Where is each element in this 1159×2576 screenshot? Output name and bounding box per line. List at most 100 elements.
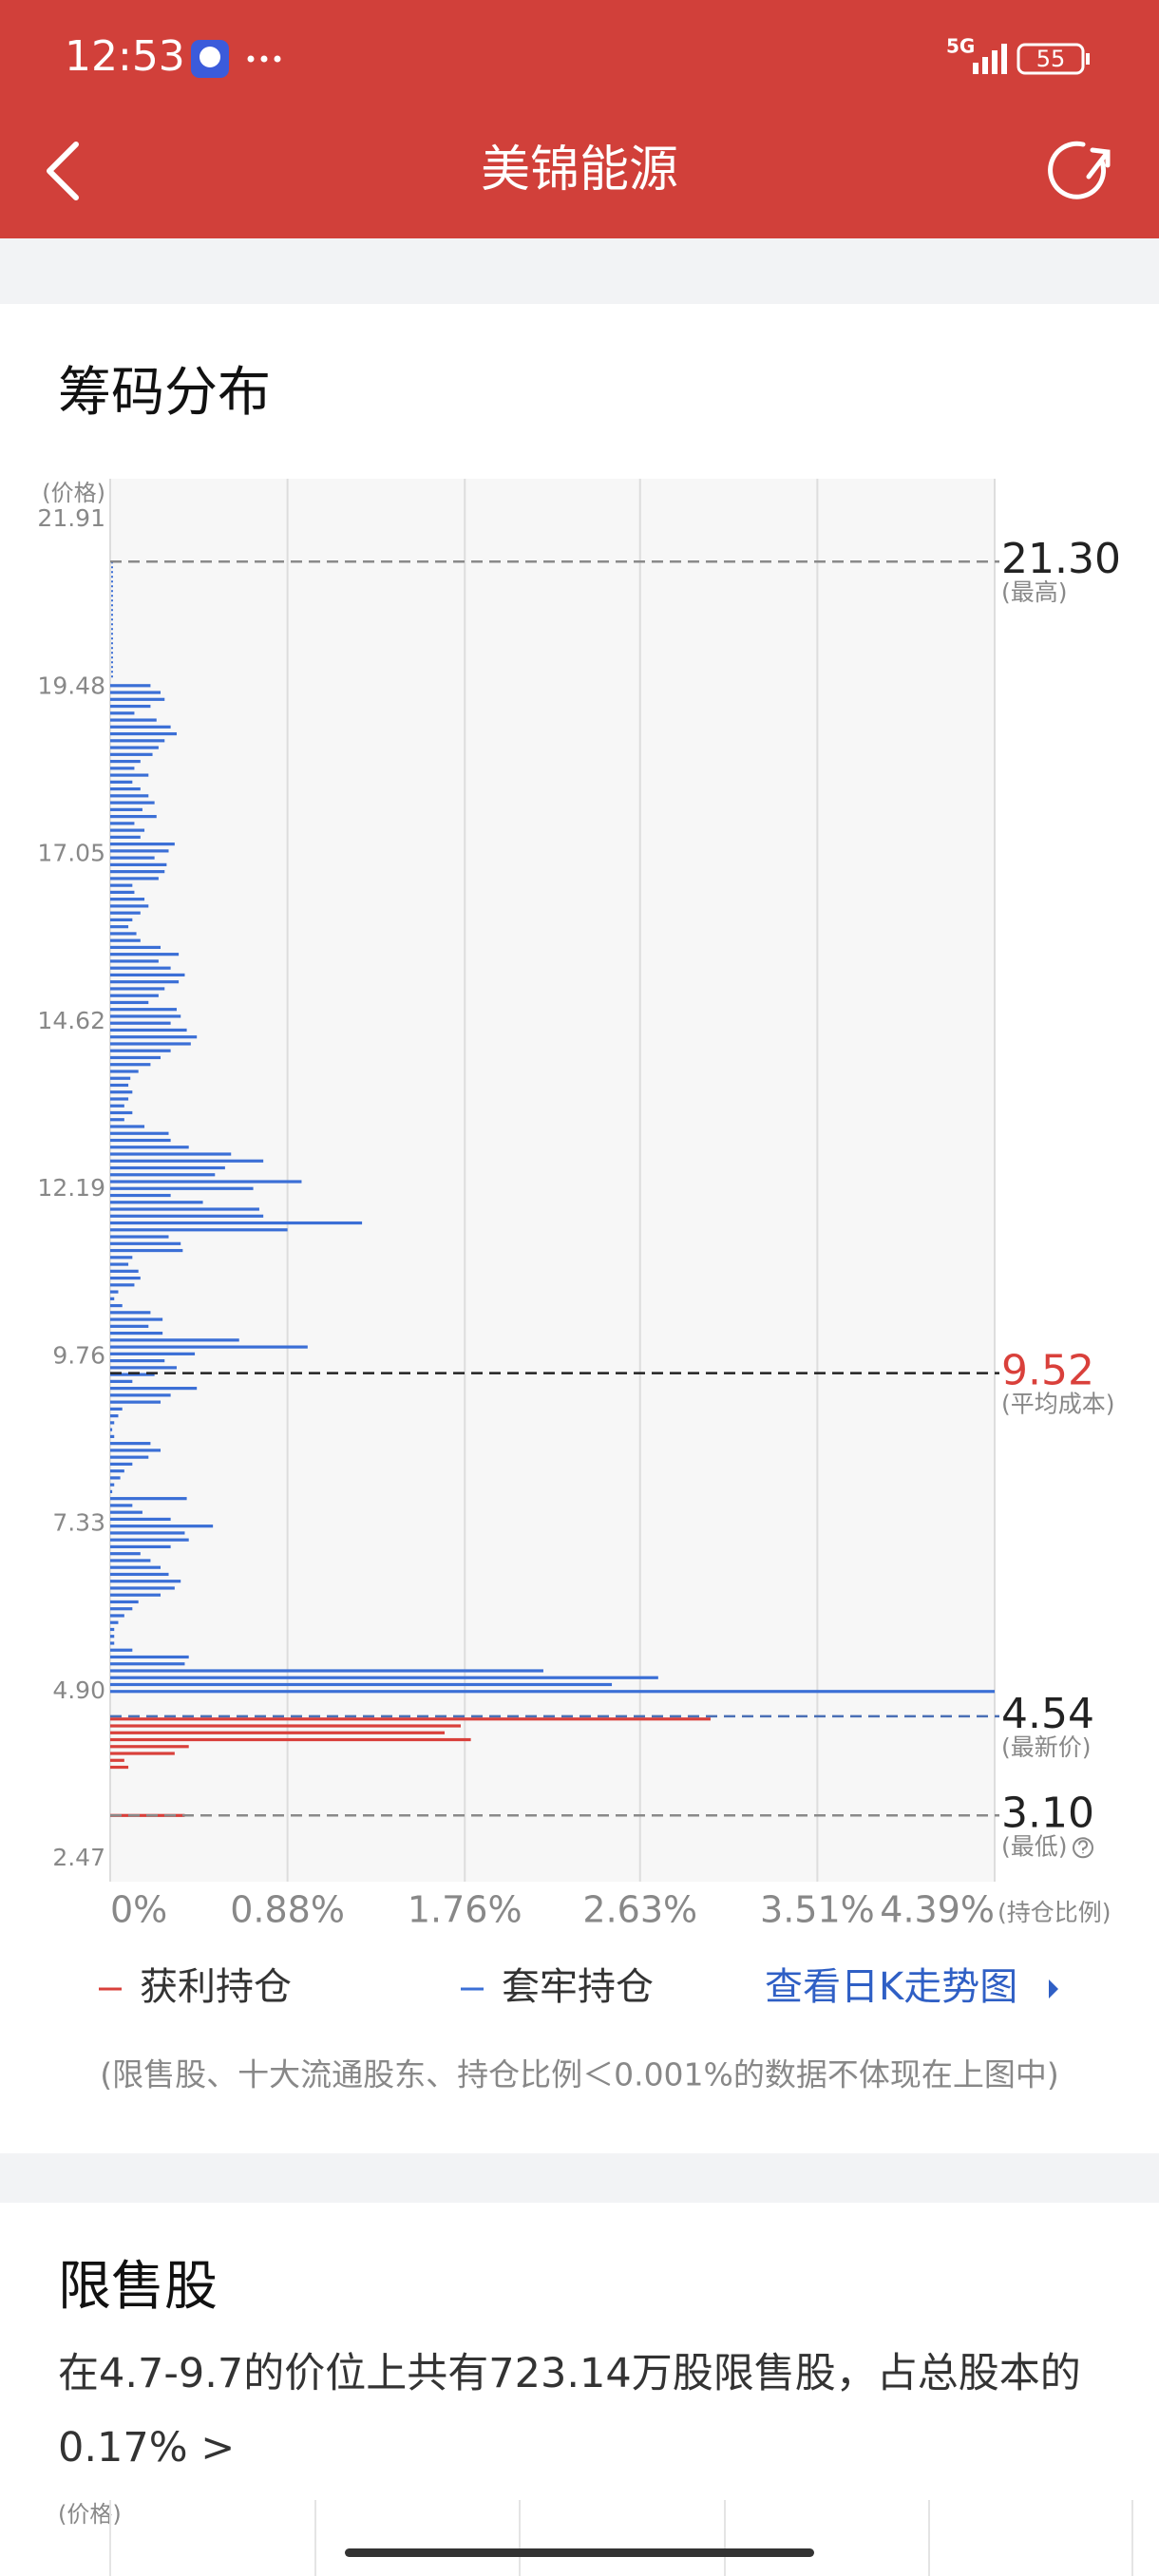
bar xyxy=(110,1593,162,1597)
bar xyxy=(110,773,149,777)
bar xyxy=(110,718,157,722)
bar xyxy=(110,980,180,984)
bar xyxy=(110,1338,239,1342)
bar xyxy=(110,1517,171,1522)
bar xyxy=(110,1682,613,1687)
bar xyxy=(110,849,169,853)
bar xyxy=(110,1352,196,1355)
bar xyxy=(110,746,159,749)
bar xyxy=(110,1241,181,1245)
bar xyxy=(110,1449,162,1452)
bar xyxy=(110,1379,133,1383)
bar xyxy=(110,739,165,743)
bar xyxy=(110,938,141,942)
back-button[interactable] xyxy=(47,142,79,200)
kline-link[interactable]: 查看日K走势图 xyxy=(765,1965,1017,2009)
bar xyxy=(110,828,145,832)
y-tick-label: 2.47 xyxy=(52,1844,105,1871)
bar xyxy=(110,1311,151,1315)
bar xyxy=(110,966,171,970)
bar xyxy=(110,1090,133,1094)
y-tick-label: 4.90 xyxy=(52,1676,105,1704)
bar xyxy=(110,767,135,770)
y-tick-label: 14.62 xyxy=(37,1007,105,1034)
bar xyxy=(110,1655,189,1659)
reference-note: (最新价) xyxy=(1001,1733,1092,1761)
bar xyxy=(110,1690,995,1694)
bar xyxy=(110,704,151,709)
bar xyxy=(110,1497,187,1501)
bar xyxy=(110,684,151,688)
bar xyxy=(110,1359,165,1363)
bar xyxy=(110,1063,151,1067)
y-axis-label: (价格) xyxy=(42,480,105,506)
reference-note: (最高) xyxy=(1001,578,1068,606)
bar xyxy=(110,835,141,839)
bar xyxy=(110,1627,115,1632)
bar xyxy=(110,1489,113,1494)
y-tick-label: 19.48 xyxy=(37,672,105,699)
bar xyxy=(110,1146,189,1149)
bar xyxy=(110,711,135,715)
bar xyxy=(110,1366,177,1370)
bar xyxy=(110,780,133,784)
bar xyxy=(110,1283,135,1287)
battery-level: 55 xyxy=(1036,46,1066,72)
bar xyxy=(110,1469,124,1473)
bar xyxy=(110,1028,187,1032)
top-bar xyxy=(0,0,1159,238)
bar xyxy=(110,1324,149,1328)
link-arrow xyxy=(1049,1979,1058,1998)
bar xyxy=(110,1186,254,1190)
bar xyxy=(110,1559,151,1563)
bar xyxy=(110,1737,471,1742)
y-tick-label: 9.76 xyxy=(52,1341,105,1369)
app-icon-face xyxy=(200,47,220,67)
bar xyxy=(110,1669,543,1673)
bar xyxy=(110,1724,462,1728)
bar xyxy=(110,1607,133,1611)
bar xyxy=(110,1000,149,1005)
bar xyxy=(110,1256,133,1260)
bar xyxy=(110,1525,214,1528)
separator xyxy=(0,238,1159,304)
bar xyxy=(110,911,141,915)
reference-note: (平均成本) xyxy=(1001,1391,1115,1418)
bar xyxy=(110,1138,171,1143)
bar xyxy=(110,1752,175,1755)
bar xyxy=(110,807,142,811)
bar xyxy=(110,1035,198,1039)
bar xyxy=(110,1055,162,1060)
bar xyxy=(110,1572,169,1577)
bar xyxy=(110,918,133,922)
section-title: 限售股 xyxy=(58,2256,218,2318)
bar xyxy=(110,1504,133,1507)
bar xyxy=(110,1049,171,1052)
bar xyxy=(110,1152,232,1156)
help-icon[interactable] xyxy=(1073,1837,1093,1859)
bar xyxy=(110,1565,162,1569)
bar xyxy=(110,1421,115,1425)
bar xyxy=(110,1214,264,1218)
note: (限售股、十大流通股东、持仓比例＜0.001%的数据不体现在上图中) xyxy=(100,2056,1059,2093)
reference-value: 4.54 xyxy=(1001,1690,1094,1738)
bar xyxy=(110,898,145,901)
bar xyxy=(110,1387,198,1391)
chip-chart: (价格)21.91 19.48 17.05 14.62 12.19 9.76 7.33 4.9… xyxy=(37,479,1121,2093)
home-indicator xyxy=(345,2548,814,2557)
bar xyxy=(110,1600,139,1604)
bar xyxy=(110,691,162,694)
reference-value: 3.10 xyxy=(1001,1789,1094,1837)
bar xyxy=(110,1765,129,1770)
bar xyxy=(110,953,180,957)
bar xyxy=(110,945,162,950)
refresh-button[interactable] xyxy=(1048,141,1111,199)
restricted-text[interactable]: 在4.7-9.7的价位上共有723.14万股限售股，占总股本的0.17% > xyxy=(58,2350,1081,2472)
battery xyxy=(1016,43,1085,75)
legend-label: 套牢持仓 xyxy=(502,1965,654,2009)
x-tick-label: 1.76% xyxy=(408,1889,522,1931)
bar xyxy=(110,752,153,756)
network: 5G xyxy=(946,35,975,58)
bar xyxy=(110,1083,129,1088)
bar xyxy=(110,1662,185,1666)
